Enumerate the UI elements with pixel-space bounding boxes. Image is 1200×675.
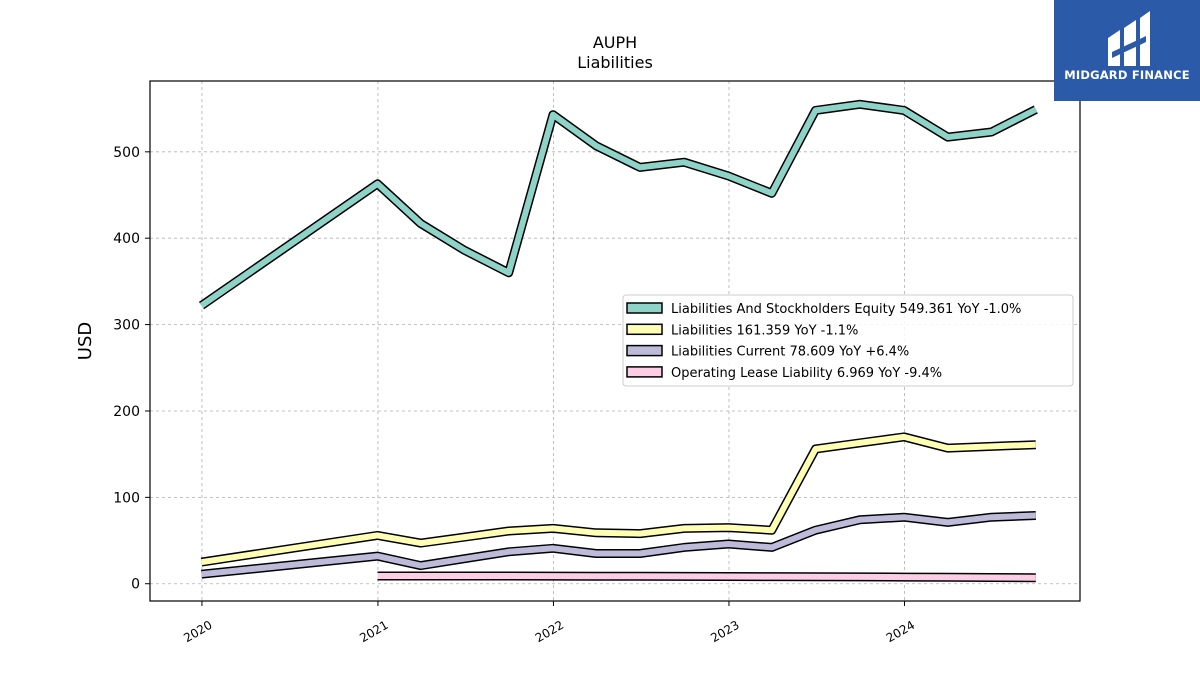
x-axis: 2020 2021 2022 2023 2024 [181,601,917,645]
logo-text: MIDGARD FINANCE [1064,68,1190,82]
y-tick-label: 500 [113,145,140,161]
midgard-logo-icon [1108,11,1150,66]
plot-frame [149,80,1081,602]
brand-logo: MIDGARD FINANCE [1054,0,1200,101]
legend-swatch [626,302,663,314]
y-tick-label: 300 [113,318,140,334]
x-tick-label: 2020 [181,618,214,645]
y-tick-label: 400 [113,231,140,247]
series-line [377,573,1036,581]
y-tick-label: 0 [131,577,140,593]
y-tick-label: 100 [113,490,140,506]
chart-title: AUPH [593,33,637,52]
x-tick-label: 2022 [533,618,566,645]
x-tick-label: 2021 [357,618,390,645]
y-axis-label: USD [75,322,96,360]
x-tick-label: 2024 [884,618,917,645]
y-tick-label: 200 [113,404,140,420]
series-line-outline [198,99,1038,310]
series-layer [198,99,1038,583]
legend-entry: Liabilities 161.359 YoY -1.1% [671,323,858,338]
legend-swatch [626,366,663,378]
legend-entry: Liabilities And Stockholders Equity 549.… [671,302,1021,317]
legend-swatch [626,344,663,357]
legend-entry: Operating Lease Liability 6.969 YoY -9.4… [671,366,942,381]
series-line [199,101,1038,309]
chart-subtitle: Liabilities [577,53,653,72]
series-line [201,433,1036,566]
legend-swatch [626,323,663,336]
legend-entry: Liabilities Current 78.609 YoY +6.4% [671,345,909,360]
y-axis: 0 100 200 300 400 500 [113,145,150,593]
legend: Liabilities And Stockholders Equity 549.… [622,294,1074,387]
legend-box [622,294,1074,387]
x-tick-label: 2023 [708,618,741,645]
